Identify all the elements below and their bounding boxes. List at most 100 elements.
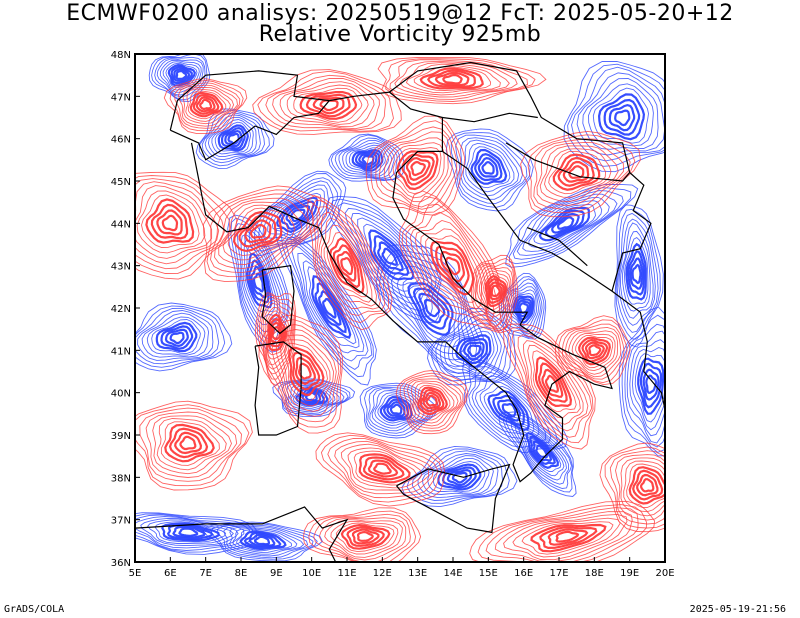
positive-vorticity-contour [636, 473, 659, 497]
negative-vorticity-contour [379, 395, 413, 422]
positive-vorticity-contour [319, 99, 339, 112]
positive-vorticity-contour [375, 126, 458, 210]
negative-vorticity-contour [571, 66, 665, 162]
negative-vorticity-contour [202, 521, 323, 562]
negative-vorticity-contour [645, 374, 658, 395]
coastline-path [442, 150, 665, 410]
lon-tick-label: 8E [235, 568, 248, 579]
negative-vorticity-contour [603, 98, 641, 136]
negative-vorticity-contour [614, 109, 631, 127]
negative-vorticity-contour [224, 129, 243, 148]
lat-tick-label: 47N [111, 92, 131, 103]
positive-vorticity-contour [259, 296, 294, 375]
negative-vorticity-contour [448, 326, 499, 374]
negative-vorticity-contour [597, 93, 646, 141]
positive-vorticity-contour [206, 189, 321, 278]
negative-vorticity-contour [135, 512, 258, 555]
negative-vorticity-contour [445, 128, 534, 212]
positive-vorticity-contour [160, 421, 220, 466]
lat-tick-label: 39N [111, 431, 131, 442]
negative-vorticity-contour [285, 204, 311, 226]
positive-vorticity-contour [279, 81, 375, 127]
negative-vorticity-contour [551, 212, 580, 234]
positive-vorticity-contour [405, 63, 501, 94]
negative-vorticity-contour [148, 54, 211, 102]
negative-vorticity-contour [164, 328, 189, 348]
negative-vorticity-contour [450, 132, 531, 208]
positive-vorticity-contour [485, 507, 639, 562]
positive-vorticity-contour [156, 418, 227, 471]
negative-vorticity-contour [378, 249, 483, 375]
chart-title: ECMWF0200 analisys: 20250519@12 FcT: 202… [66, 1, 734, 26]
negative-vorticity-contour [173, 67, 191, 82]
positive-vorticity-contour [534, 356, 573, 408]
positive-vorticity-contour [264, 307, 290, 360]
lat-tick-label: 46N [111, 135, 131, 146]
negative-vorticity-contour [451, 471, 468, 484]
negative-vorticity-contour [505, 183, 639, 268]
lat-tick-label: 37N [111, 516, 131, 527]
positive-vorticity-contour [189, 91, 224, 118]
negative-vorticity-contour [135, 513, 254, 553]
negative-vorticity-contour [455, 134, 528, 205]
positive-vorticity-contour [358, 453, 411, 484]
negative-vorticity-contour [407, 282, 454, 336]
negative-vorticity-contour [629, 339, 665, 437]
negative-vorticity-contour [625, 242, 647, 301]
lat-tick-label: 44N [111, 219, 131, 230]
positive-vorticity-contour [195, 96, 216, 113]
negative-vorticity-contour [497, 399, 522, 422]
positive-vorticity-contour [632, 469, 664, 501]
negative-vorticity-contour [291, 244, 369, 362]
negative-vorticity-contour [623, 237, 649, 305]
positive-vorticity-contour [425, 235, 478, 303]
lat-tick-label: 45N [111, 177, 131, 188]
positive-vorticity-contour [303, 507, 422, 562]
negative-vorticity-contour [307, 266, 357, 345]
positive-vorticity-contour [163, 78, 248, 135]
positive-vorticity-contour [347, 447, 423, 489]
negative-vorticity-contour [201, 112, 265, 164]
negative-vorticity-contour [626, 330, 665, 444]
negative-vorticity-contour [363, 223, 419, 286]
negative-vorticity-contour [468, 366, 559, 447]
negative-vorticity-contour [639, 362, 663, 409]
positive-vorticity-contour [578, 336, 611, 366]
lon-tick-label: 14E [443, 568, 462, 579]
positive-vorticity-contour [548, 150, 607, 195]
positive-vorticity-contour [435, 245, 470, 290]
positive-vorticity-contour [332, 244, 361, 289]
positive-vorticity-contour [557, 156, 595, 187]
negative-vorticity-contour [455, 334, 492, 369]
negative-vorticity-contour [460, 137, 523, 200]
negative-vorticity-contour [451, 330, 495, 371]
positive-vorticity-contour [293, 87, 363, 123]
positive-vorticity-contour [238, 214, 277, 248]
positive-vorticity-contour [164, 423, 215, 463]
negative-vorticity-contour [135, 514, 251, 551]
negative-vorticity-contour [322, 297, 337, 319]
positive-vorticity-contour [558, 319, 628, 384]
positive-vorticity-contour [244, 219, 272, 243]
negative-vorticity-contour [525, 431, 559, 469]
negative-vorticity-contour [359, 382, 439, 439]
positive-vorticity-contour [135, 404, 250, 487]
positive-vorticity-contour [552, 153, 601, 191]
positive-vorticity-contour [136, 190, 206, 254]
map-field [135, 54, 665, 562]
negative-vorticity-contour [642, 368, 660, 401]
coastline-path [389, 61, 652, 292]
positive-vorticity-contour [521, 521, 614, 555]
positive-vorticity-contour [507, 326, 594, 444]
negative-vorticity-contour [137, 310, 214, 361]
positive-vorticity-contour [399, 62, 510, 96]
lon-tick-label: 6E [164, 568, 177, 579]
lon-tick-label: 5E [129, 568, 142, 579]
negative-vorticity-contour [616, 212, 659, 333]
negative-vorticity-contour [373, 235, 410, 276]
negative-vorticity-contour [432, 461, 486, 492]
lon-tick-label: 18E [585, 568, 604, 579]
positive-vorticity-contour [410, 160, 426, 177]
positive-vorticity-contour [294, 356, 317, 386]
lon-tick-label: 12E [373, 568, 392, 579]
